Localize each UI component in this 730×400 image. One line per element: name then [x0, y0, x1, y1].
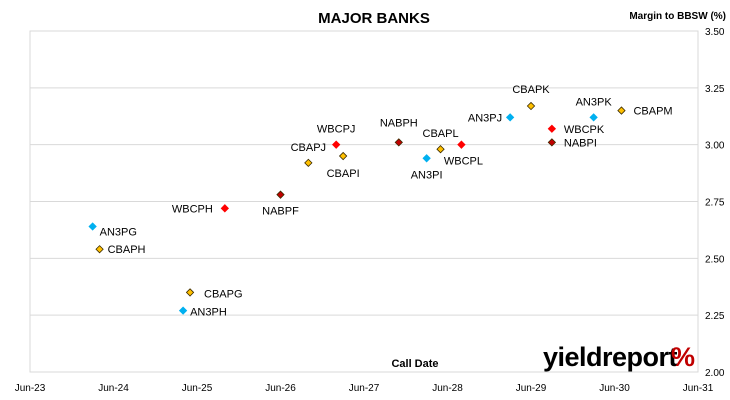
label-wbcph: WBCPH — [172, 203, 213, 215]
x-tick-label: Jun-31 — [683, 383, 714, 394]
y-tick-label: 3.50 — [705, 27, 725, 38]
label-an3pi: AN3PI — [411, 169, 443, 181]
point-cbapg — [185, 288, 195, 297]
point-cbaph — [95, 245, 104, 254]
chart-title: MAJOR BANKS — [318, 10, 430, 27]
label-nabpi: NABPI — [564, 137, 597, 149]
point-cbapj — [304, 158, 313, 168]
yieldreport-logo: yieldreport % — [543, 342, 695, 372]
x-tick-label: Jun-24 — [98, 383, 129, 394]
x-tick-label: Jun-23 — [15, 383, 46, 394]
point-nabpf — [276, 190, 285, 199]
point-wbcpj — [332, 140, 341, 149]
point-cbapm — [617, 106, 626, 115]
x-tick-label: Jun-30 — [599, 383, 630, 394]
x-tick-label: Jun-29 — [516, 383, 547, 394]
x-axis-title: Call Date — [391, 358, 438, 370]
y-tick-label: 2.50 — [705, 254, 725, 265]
logo-text: yieldreport — [543, 342, 678, 372]
plot-frame — [29, 30, 699, 373]
x-tick-label: Jun-28 — [432, 383, 463, 394]
point-nabph — [394, 138, 403, 147]
point-cbapl — [436, 145, 445, 154]
point-cbapi — [338, 151, 348, 161]
point-wbcph — [220, 204, 229, 213]
y-axis-title: Margin to BBSW (%) — [629, 11, 726, 22]
label-cbapm: CBAPM — [633, 106, 672, 118]
label-an3ph: AN3PH — [190, 307, 227, 319]
point-nabpi — [547, 138, 557, 147]
data-labels: AN3PG AN3PH AN3PI AN3PJ AN3PK CBAPH CBAPG CBAPJ… — [100, 84, 673, 319]
label-an3pg: AN3PG — [100, 227, 137, 239]
x-tick-label: Jun-25 — [182, 383, 213, 394]
label-wbcpl: WBCPL — [444, 156, 483, 168]
x-axis-ticks: Jun-23 Jun-24 Jun-25 Jun-26 Jun-27 Jun-28 Jun-… — [15, 383, 714, 394]
label-cbapk: CBAPK — [512, 84, 550, 96]
label-an3pj: AN3PJ — [468, 112, 502, 124]
label-wbcpk: WBCPK — [564, 124, 605, 136]
label-nabpf: NABPF — [262, 206, 299, 218]
x-tick-label: Jun-27 — [349, 383, 380, 394]
point-wbcpk — [547, 124, 557, 133]
logo-percent-icon: % — [671, 342, 695, 372]
label-cbapl: CBAPL — [423, 128, 459, 140]
point-an3pg — [88, 222, 97, 231]
point-an3pj — [505, 113, 515, 122]
gridlines — [30, 87, 698, 316]
y-tick-label: 2.25 — [705, 311, 725, 322]
data-points — [88, 101, 626, 315]
x-tick-label: Jun-26 — [265, 383, 296, 394]
y-tick-label: 2.00 — [705, 368, 725, 379]
point-an3pk — [589, 113, 598, 122]
label-cbapi: CBAPI — [327, 168, 360, 180]
label-an3pk: AN3PK — [576, 96, 613, 108]
y-tick-label: 3.00 — [705, 141, 725, 152]
label-cbapg: CBAPG — [204, 288, 243, 300]
label-wbcpj: WBCPJ — [317, 124, 356, 136]
label-nabph: NABPH — [380, 117, 418, 129]
point-an3ph — [178, 306, 188, 315]
y-axis-ticks: 2.00 2.25 2.50 2.75 3.00 3.25 3.50 — [705, 27, 725, 379]
point-wbcpl — [457, 140, 466, 149]
label-cbaph: CBAPH — [108, 244, 146, 256]
label-cbapj: CBAPJ — [291, 142, 326, 154]
y-tick-label: 3.25 — [705, 84, 725, 95]
y-tick-label: 2.75 — [705, 198, 725, 209]
point-an3pi — [422, 154, 431, 163]
point-cbapk — [526, 101, 536, 111]
